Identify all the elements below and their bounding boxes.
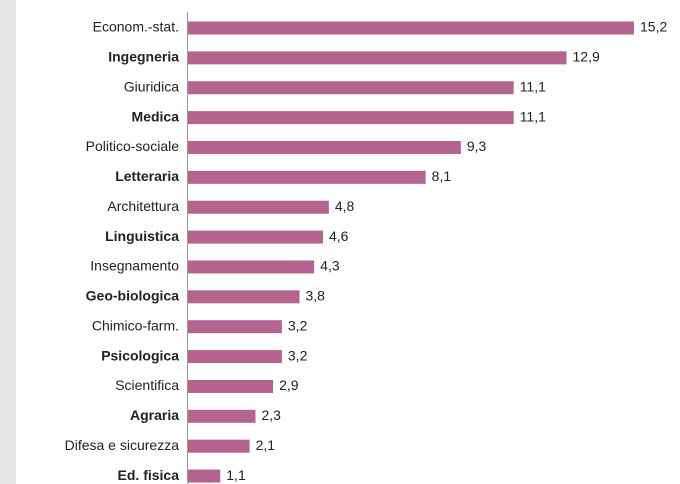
- value-label: 4,6: [329, 228, 349, 244]
- bar: [188, 111, 514, 125]
- value-label: 3,8: [306, 288, 326, 304]
- value-label: 3,2: [288, 317, 308, 333]
- category-label: Chimico-farm.: [92, 317, 179, 333]
- category-label: Letteraria: [115, 168, 179, 184]
- bar: [188, 469, 221, 483]
- value-label: 15,2: [640, 19, 667, 35]
- category-label: Agraria: [130, 407, 179, 423]
- bar: [188, 379, 274, 393]
- bar: [188, 51, 567, 65]
- value-label: 11,1: [520, 78, 546, 94]
- value-label: 9,3: [467, 138, 487, 154]
- value-label: 4,8: [335, 198, 355, 214]
- bar: [188, 21, 634, 35]
- bar: [188, 140, 461, 154]
- bar: [188, 230, 323, 244]
- category-label: Econom.-stat.: [93, 19, 179, 35]
- category-label: Psicologica: [101, 347, 179, 363]
- value-label: 8,1: [432, 168, 452, 184]
- category-label: Politico-sociale: [86, 138, 180, 154]
- bar: [188, 81, 514, 95]
- value-label: 4,3: [320, 258, 340, 274]
- category-label: Medica: [132, 108, 180, 124]
- category-label: Insegnamento: [90, 258, 179, 274]
- value-label: 2,9: [279, 377, 299, 393]
- bar: [188, 409, 256, 423]
- bar: [188, 320, 282, 334]
- category-label: Architettura: [107, 198, 179, 214]
- category-label: Ingegneria: [108, 49, 179, 65]
- value-label: 12,9: [573, 49, 600, 65]
- category-label: Ed. fisica: [118, 467, 180, 483]
- bar: [188, 170, 426, 184]
- value-label: 11,1: [520, 108, 546, 124]
- bar: [188, 260, 315, 274]
- category-label: Scientifica: [115, 377, 179, 393]
- value-label: 2,1: [256, 437, 276, 453]
- value-label: 3,2: [288, 347, 308, 363]
- bar: [188, 439, 250, 453]
- value-label: 2,3: [261, 407, 281, 423]
- side-strip: [0, 0, 16, 484]
- category-label: Difesa e sicurezza: [65, 437, 180, 453]
- category-label: Giuridica: [124, 78, 179, 94]
- category-label: Linguistica: [105, 228, 179, 244]
- bar: [188, 290, 300, 304]
- bar: [188, 350, 282, 364]
- bar: [188, 200, 329, 214]
- category-label: Geo-biologica: [86, 288, 180, 304]
- value-label: 1,1: [226, 467, 246, 483]
